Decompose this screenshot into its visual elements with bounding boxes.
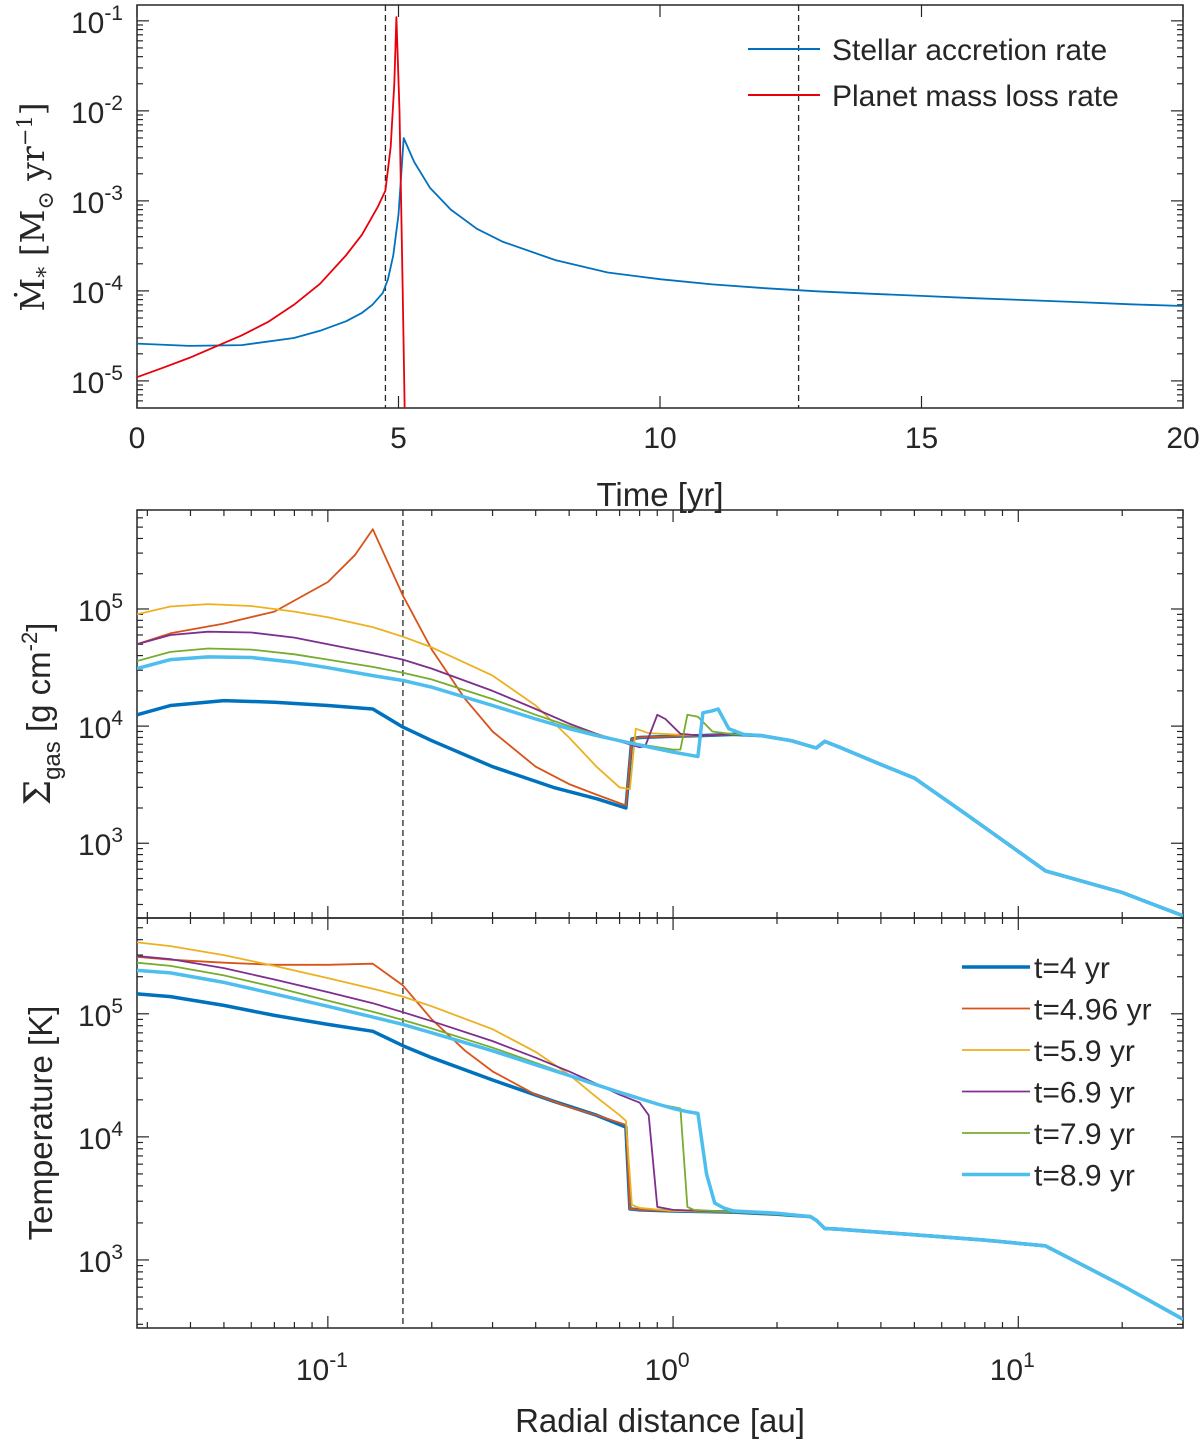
x-tick-label-base: 10 (990, 1354, 1023, 1387)
series-group (137, 528, 1183, 918)
y-axis-label-part: −1 (13, 115, 37, 146)
y-axis-label-temperature: Temperature [K] (22, 1006, 59, 1241)
x-axis-label: Time [yr] (596, 476, 723, 513)
x-axis-label: Radial distance [au] (515, 1402, 805, 1439)
series-line-bottom-5 (137, 968, 1183, 1321)
series-group (137, 941, 1183, 1321)
y-tick-label: 105 (78, 995, 123, 1033)
series-line-middle-3 (137, 630, 1183, 917)
series-line-middle-5 (137, 655, 1183, 918)
legend-label: t=4 yr (1034, 952, 1110, 985)
x-tick-label: 15 (905, 422, 938, 455)
x-tick-label-exp: -1 (329, 1349, 348, 1372)
series-line-bottom-3 (137, 955, 1183, 1320)
y-tick-label-base: 10 (71, 367, 104, 400)
axes-frame-bottom (136, 917, 1184, 1329)
x-tick-label: 0 (129, 422, 146, 455)
y-axis-label-part: [M (13, 210, 52, 267)
y-axis-label-surface-density: Σgas [g cm-2] (17, 623, 66, 806)
y-axis-label-part: Σ (18, 780, 59, 805)
y-tick-label: 10-4 (71, 272, 123, 310)
y-tick-label: 105 (78, 590, 123, 628)
y-axis-label-part: ] (13, 102, 52, 115)
y-tick-label-base: 10 (78, 1000, 111, 1033)
x-tick-label-exp: 0 (678, 1349, 690, 1372)
y-axis-label-part: ⊙ (34, 191, 59, 209)
y-tick-label-base: 10 (71, 277, 104, 310)
legend-label: Stellar accretion rate (832, 34, 1107, 67)
y-axis-label-part: -2 (17, 632, 42, 652)
x-tick-label: 20 (1166, 422, 1199, 455)
y-tick-label-exp: -4 (104, 272, 123, 295)
y-tick-label-base: 10 (78, 1246, 111, 1279)
series-line-top-0 (137, 137, 1183, 347)
y-axis-label-part: gas (39, 741, 66, 780)
legend-bottom: t=4 yr t=4.96 yr t=5.9 yr t=6.9 yr t=7.9 yr t… (962, 952, 1152, 1193)
y-tick-label-base: 10 (71, 7, 104, 40)
x-tick-label: 100 (645, 1349, 690, 1387)
y-tick-label-base: 10 (71, 97, 104, 130)
y-tick-label-exp: 3 (111, 1241, 123, 1264)
x-tick-label: 101 (990, 1349, 1035, 1387)
x-tick-label-base: 10 (296, 1354, 329, 1387)
y-tick-label: 10-2 (71, 92, 123, 130)
y-axis-label-part: yr (13, 146, 52, 191)
y-tick-label: 104 (78, 1118, 123, 1156)
x-tick-label-exp: 1 (1023, 1349, 1035, 1372)
y-tick-label-base: 10 (78, 829, 111, 862)
legend-label: t=4.96 yr (1034, 994, 1152, 1027)
y-tick-label-exp: 4 (111, 1118, 123, 1141)
y-axis-label-part: * (34, 267, 59, 278)
x-tick-label-base: 10 (645, 1354, 678, 1387)
y-tick-label: 10-3 (71, 182, 123, 220)
series-line-bottom-0 (137, 992, 1183, 1321)
y-tick-label: 103 (78, 1241, 123, 1279)
y-tick-label-base: 10 (71, 187, 104, 220)
legend-label: t=5.9 yr (1034, 1035, 1135, 1068)
y-tick-label: 10-1 (71, 2, 123, 40)
series-line-top-1 (137, 16, 406, 408)
x-tick-label: 5 (390, 422, 407, 455)
series-line-middle-4 (137, 647, 1183, 917)
legend-label: t=7.9 yr (1034, 1118, 1135, 1151)
y-tick-label-base: 10 (78, 595, 111, 628)
y-tick-label-base: 10 (78, 712, 111, 745)
y-axis-label-part: ] (20, 623, 57, 632)
series-line-bottom-1 (137, 956, 1183, 1320)
x-tick-label: 10 (643, 422, 676, 455)
y-axis-label-part: Ṁ (13, 278, 52, 312)
y-tick-label-exp: 5 (111, 995, 123, 1018)
y-tick-label-exp: 4 (111, 707, 123, 730)
y-tick-label-exp: -1 (104, 2, 123, 25)
legend-label: Planet mass loss rate (832, 80, 1119, 113)
y-tick-label-exp: -3 (104, 182, 123, 205)
y-tick-label-exp: 5 (111, 590, 123, 613)
y-tick-label-exp: -2 (104, 92, 123, 115)
legend-label: t=8.9 yr (1034, 1160, 1135, 1193)
legend-top: Stellar accretion rate Planet mass loss r… (748, 34, 1119, 113)
series-line-bottom-4 (137, 961, 1183, 1320)
x-tick-label: 10-1 (296, 1349, 348, 1387)
y-tick-label-base: 10 (78, 1123, 111, 1156)
y-axis-label-part: [g cm (20, 651, 57, 741)
y-tick-label: 104 (78, 707, 123, 745)
series-line-middle-2 (137, 603, 1183, 917)
y-axis-label-accretion: Ṁ* [M⊙ yr−1] (13, 102, 59, 311)
legend-label: t=6.9 yr (1034, 1077, 1135, 1110)
y-tick-label: 103 (78, 824, 123, 862)
series-group (137, 16, 1183, 408)
y-tick-label-exp: -5 (104, 362, 123, 385)
y-tick-label: 10-5 (71, 362, 123, 400)
y-tick-label-exp: 3 (111, 824, 123, 847)
